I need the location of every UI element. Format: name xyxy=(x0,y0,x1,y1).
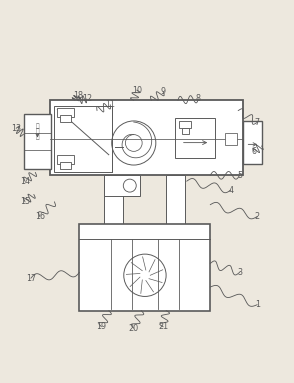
Text: 12: 12 xyxy=(82,94,92,103)
Text: 9: 9 xyxy=(161,87,166,96)
Bar xyxy=(175,118,215,158)
Text: 11: 11 xyxy=(105,100,115,109)
Text: 20: 20 xyxy=(129,324,139,333)
Text: 15: 15 xyxy=(20,197,30,206)
Text: 10: 10 xyxy=(132,85,142,95)
Bar xyxy=(57,108,74,116)
Text: 3: 3 xyxy=(237,268,242,277)
Bar xyxy=(57,155,74,164)
Text: 2: 2 xyxy=(255,212,260,221)
Text: 13: 13 xyxy=(11,124,21,133)
Text: 17: 17 xyxy=(26,274,36,283)
Bar xyxy=(79,224,210,311)
Bar xyxy=(104,175,140,196)
Bar xyxy=(50,100,243,175)
Text: 排: 排 xyxy=(36,129,39,134)
Bar xyxy=(166,175,185,225)
Bar xyxy=(60,162,71,169)
Text: 19: 19 xyxy=(96,322,106,331)
Text: 16: 16 xyxy=(35,212,45,221)
Text: 6: 6 xyxy=(252,147,257,156)
Text: 4: 4 xyxy=(228,185,233,195)
Bar xyxy=(54,106,112,172)
Text: 风: 风 xyxy=(36,134,39,140)
Bar xyxy=(243,121,262,164)
Bar xyxy=(225,133,237,145)
Text: 14: 14 xyxy=(20,177,30,186)
Bar xyxy=(182,128,189,134)
Text: 5: 5 xyxy=(237,171,242,180)
Bar xyxy=(104,175,123,225)
Text: 8: 8 xyxy=(196,94,201,103)
Text: 7: 7 xyxy=(255,118,260,127)
Text: 21: 21 xyxy=(158,322,168,331)
Circle shape xyxy=(123,179,136,192)
Text: 1: 1 xyxy=(255,300,260,309)
Bar xyxy=(60,115,71,123)
Bar xyxy=(179,121,191,128)
Text: 18: 18 xyxy=(73,92,83,100)
Bar xyxy=(24,114,51,169)
Text: 送: 送 xyxy=(36,123,39,129)
